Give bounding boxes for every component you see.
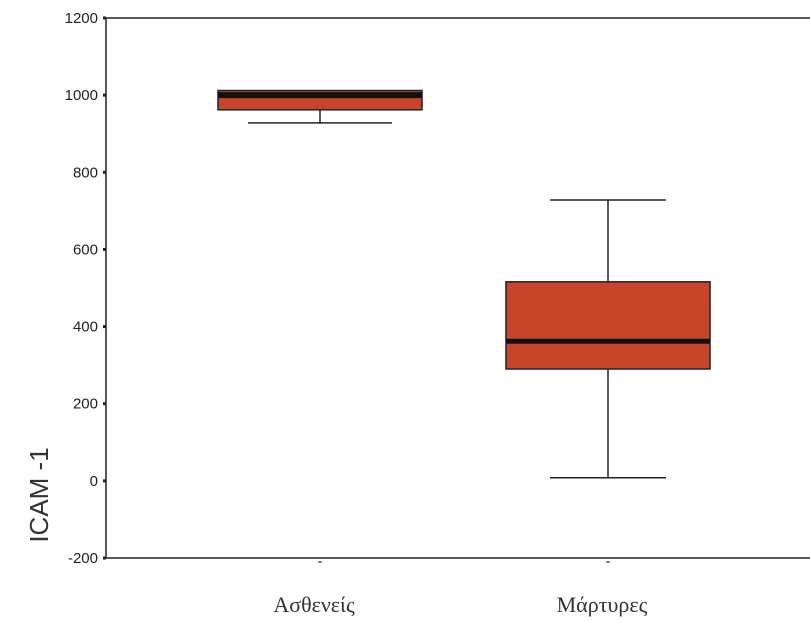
boxes — [217, 89, 711, 563]
y-axis-ticks: 1200 1000 800 600 400 200 0 -200 — [65, 10, 106, 567]
x-category-label: Ασθενείς — [273, 592, 355, 617]
y-tick-label: 600 — [73, 241, 98, 258]
y-tick-label: 200 — [73, 396, 98, 413]
axes — [105, 17, 810, 559]
y-tick-label: 0 — [90, 473, 98, 490]
y-tick-label: -200 — [68, 550, 98, 567]
box-2 — [505, 281, 711, 370]
y-tick-label: 800 — [73, 164, 98, 181]
x-axis-labels: Ασθενείς Μάρτυρες — [273, 592, 647, 617]
y-tick-label: 1000 — [65, 87, 98, 104]
y-tick-label: 1200 — [65, 10, 98, 27]
y-tick-label: 400 — [73, 319, 98, 336]
y-axis-title: ICAM -1 — [24, 447, 54, 542]
x-category-label: Μάρτυρες — [557, 592, 648, 617]
